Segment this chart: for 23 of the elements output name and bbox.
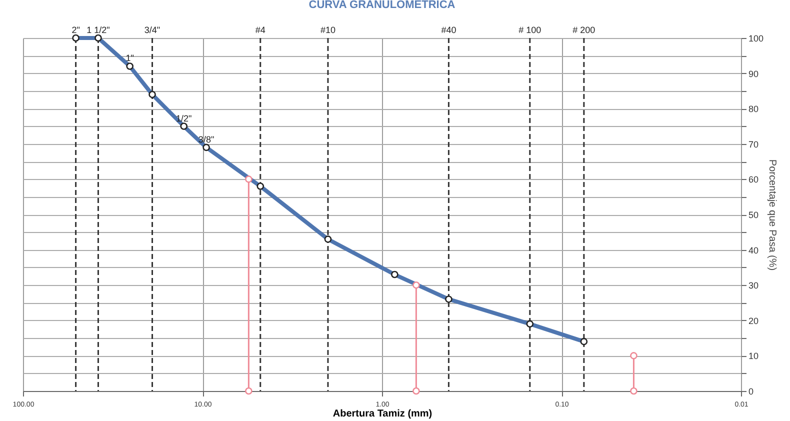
y-tick-label: 10 [748,351,759,362]
y-tick-label: 50 [748,210,759,220]
annotation: # 100 [518,25,542,35]
annotation: #40 [441,25,456,35]
y-tick-label: 40 [748,245,759,256]
x-axis-title: Abertura Tamiz (mm) [332,408,432,420]
y-tick-label: 100 [748,34,764,44]
y-tick-label: 0 [748,386,754,396]
y-tick-label: 70 [748,139,759,150]
annotation: 1" [126,53,134,64]
chart-title: CURVA GRANULOMETRICA [308,0,456,11]
y-tick-label: 20 [748,316,759,326]
y-tick-label: 60 [748,174,759,185]
annotation: #4 [255,25,266,35]
annotation: 1 1/2" [86,25,110,35]
y-tick-label: 80 [748,104,759,114]
annotation: #10 [320,25,336,35]
y-tick-label: 90 [748,68,759,79]
y-axis-title: Porcentaje que Pasa (%) [766,159,778,271]
annotation: # 200 [572,25,596,35]
annotation: 2" [72,25,80,35]
annotation: 3/4" [144,25,160,35]
y-tick-label: 30 [748,280,759,291]
